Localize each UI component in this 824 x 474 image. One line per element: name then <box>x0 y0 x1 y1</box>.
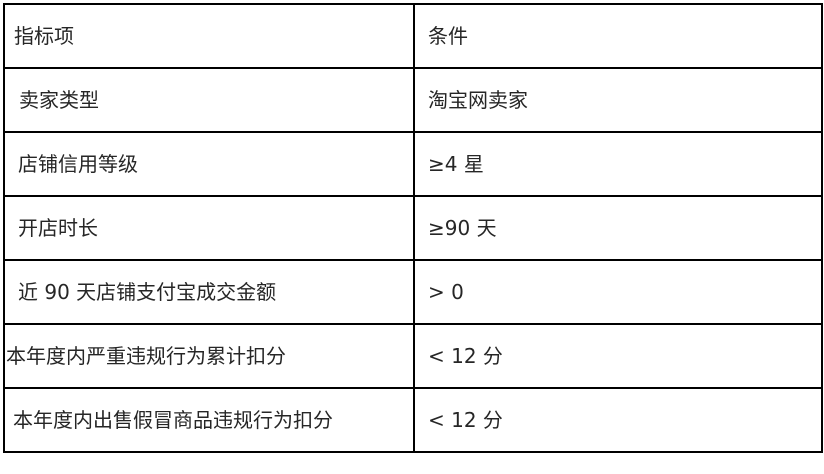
header-cell-condition: 条件 <box>413 3 823 69</box>
table-header-row: 指标项 条件 <box>3 3 823 69</box>
indicator-cell: 近 90 天店铺支付宝成交金额 <box>3 259 415 325</box>
condition-cell: 淘宝网卖家 <box>413 67 823 133</box>
table-row: 本年度内严重违规行为累计扣分 < 12 分 <box>3 323 823 389</box>
table-row: 开店时长 ≥90 天 <box>3 195 823 261</box>
indicator-cell: 店铺信用等级 <box>3 131 415 197</box>
table-row: 本年度内出售假冒商品违规行为扣分 < 12 分 <box>3 387 823 453</box>
condition-cell: > 0 <box>413 259 823 325</box>
condition-cell: ≥4 星 <box>413 131 823 197</box>
table-row: 店铺信用等级 ≥4 星 <box>3 131 823 197</box>
indicator-cell: 开店时长 <box>3 195 415 261</box>
table-row: 近 90 天店铺支付宝成交金额 > 0 <box>3 259 823 325</box>
header-cell-indicator: 指标项 <box>3 3 415 69</box>
table-row: 卖家类型 淘宝网卖家 <box>3 67 823 133</box>
condition-cell: < 12 分 <box>413 387 823 453</box>
indicator-cell: 卖家类型 <box>3 67 415 133</box>
condition-cell: ≥90 天 <box>413 195 823 261</box>
indicator-cell: 本年度内出售假冒商品违规行为扣分 <box>3 387 415 453</box>
condition-cell: < 12 分 <box>413 323 823 389</box>
seller-criteria-table: 指标项 条件 卖家类型 淘宝网卖家 店铺信用等级 ≥4 星 开店时长 ≥90 天… <box>3 3 823 453</box>
indicator-cell: 本年度内严重违规行为累计扣分 <box>3 323 415 389</box>
